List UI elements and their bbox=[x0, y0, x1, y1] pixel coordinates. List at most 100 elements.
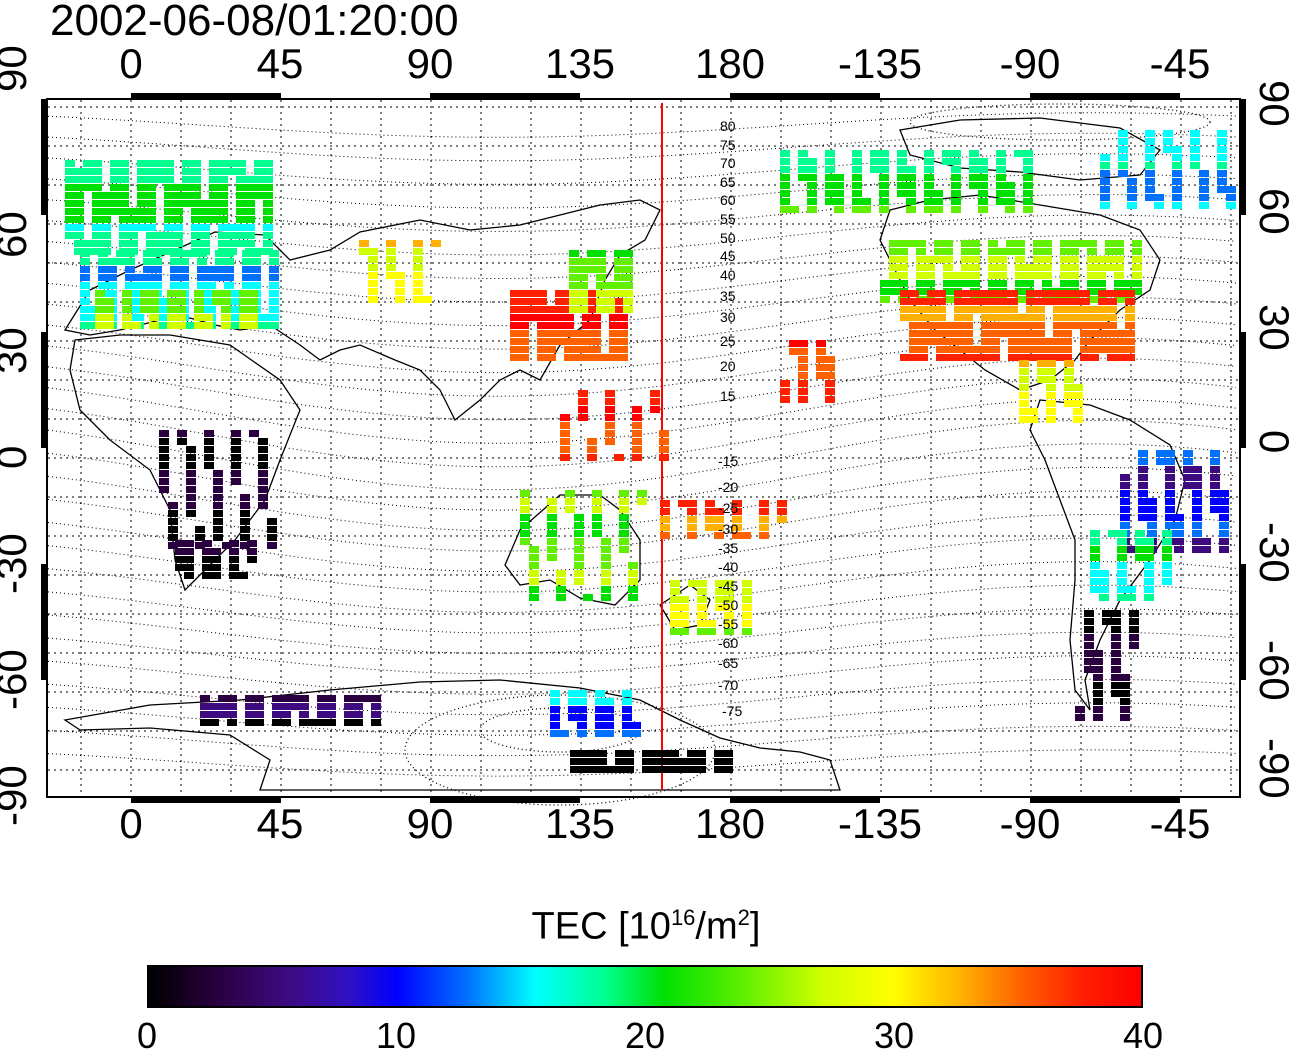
tec-cell bbox=[997, 280, 1007, 287]
tec-cell bbox=[1053, 338, 1063, 345]
tec-cell bbox=[218, 240, 228, 247]
colorbar-title: TEC [1016/m2] bbox=[0, 905, 1292, 949]
tec-cell bbox=[1147, 514, 1157, 521]
tec-cell bbox=[1138, 474, 1148, 481]
tec-cell bbox=[231, 470, 241, 477]
tec-cell bbox=[1192, 530, 1202, 537]
tec-cell bbox=[119, 192, 129, 199]
tec-cell bbox=[954, 298, 964, 305]
tec-cell bbox=[1117, 586, 1127, 593]
tec-cell bbox=[568, 690, 578, 697]
tec-cell bbox=[807, 198, 817, 205]
tec-cell bbox=[609, 330, 619, 337]
tec-cell bbox=[679, 612, 689, 619]
tec-cell bbox=[101, 192, 111, 199]
tec-cell bbox=[1117, 554, 1127, 561]
tec-cell bbox=[119, 240, 129, 247]
tec-cell bbox=[1026, 354, 1036, 361]
tec-cell bbox=[1089, 306, 1099, 313]
tec-cell bbox=[519, 306, 529, 313]
tec-cell bbox=[1183, 474, 1193, 481]
tec-cell bbox=[660, 508, 670, 515]
tec-cell bbox=[660, 750, 670, 757]
tec-cell bbox=[623, 298, 633, 305]
tec-cell bbox=[988, 280, 998, 287]
tec-cell bbox=[897, 174, 907, 181]
tec-cell bbox=[195, 526, 205, 533]
contour-line bbox=[47, 655, 1237, 695]
tec-cell bbox=[245, 224, 255, 231]
tec-cell bbox=[267, 518, 277, 525]
tec-cell bbox=[943, 296, 953, 303]
tec-cell bbox=[188, 322, 198, 329]
tec-cell bbox=[825, 198, 835, 205]
tec-cell bbox=[206, 282, 216, 289]
tec-cell bbox=[184, 556, 194, 563]
tec-cell bbox=[191, 208, 201, 215]
tec-cell bbox=[272, 719, 282, 726]
tec-cell bbox=[137, 168, 147, 175]
tec-cell bbox=[200, 703, 210, 710]
tec-cell bbox=[101, 208, 111, 215]
tec-cell bbox=[1062, 338, 1072, 345]
tec-cell bbox=[263, 200, 273, 207]
tec-cell bbox=[852, 198, 862, 205]
tec-cell bbox=[209, 711, 219, 718]
tec-cell bbox=[164, 232, 174, 239]
tec-cell bbox=[155, 176, 165, 183]
tec-cell bbox=[211, 572, 221, 579]
tec-cell bbox=[622, 730, 632, 737]
tec-cell bbox=[1116, 346, 1126, 353]
tec-cell bbox=[146, 224, 156, 231]
tec-cell bbox=[326, 695, 336, 702]
tec-cell bbox=[167, 322, 177, 329]
tec-cell bbox=[582, 322, 592, 329]
tec-cell bbox=[170, 266, 180, 273]
tec-cell bbox=[852, 158, 862, 165]
tec-cell bbox=[1165, 450, 1175, 457]
tec-cell bbox=[706, 628, 716, 635]
tec-cell bbox=[807, 190, 817, 197]
tec-cell bbox=[191, 192, 201, 199]
tec-cell bbox=[623, 274, 633, 281]
tec-cell bbox=[651, 758, 661, 765]
tec-cell bbox=[556, 570, 566, 577]
tec-cell bbox=[1217, 186, 1227, 193]
contour-ring bbox=[909, 103, 1211, 141]
tec-cell bbox=[221, 290, 231, 297]
tec-cell bbox=[1145, 170, 1155, 177]
tec-cell bbox=[65, 224, 75, 231]
tec-cell bbox=[1144, 594, 1154, 601]
tec-cell bbox=[65, 200, 75, 207]
tec-cell bbox=[1165, 498, 1175, 505]
tec-cell bbox=[209, 160, 219, 167]
tec-cell bbox=[1219, 506, 1229, 513]
tec-cell bbox=[547, 522, 557, 529]
tec-cell bbox=[101, 224, 111, 231]
tec-cell bbox=[128, 216, 138, 223]
tec-cell bbox=[927, 338, 937, 345]
tec-cell bbox=[724, 596, 734, 603]
tec-cell bbox=[209, 200, 219, 207]
tec-cell bbox=[110, 192, 120, 199]
tec-cell bbox=[870, 166, 880, 173]
tec-cell bbox=[520, 530, 530, 537]
tec-cell bbox=[996, 182, 1006, 189]
tec-cell bbox=[119, 160, 129, 167]
tec-cell bbox=[269, 258, 279, 265]
tec-cell bbox=[588, 766, 598, 773]
tec-cell bbox=[537, 338, 547, 345]
tec-cell bbox=[759, 500, 769, 507]
tec-cell bbox=[555, 306, 565, 313]
tec-cell bbox=[242, 258, 252, 265]
tec-cell bbox=[918, 306, 928, 313]
tec-cell bbox=[164, 216, 174, 223]
tec-cell bbox=[119, 208, 129, 215]
tec-cell bbox=[182, 176, 192, 183]
tec-cell bbox=[1064, 400, 1074, 407]
tec-cell bbox=[65, 184, 75, 191]
contour-label: -15 bbox=[718, 453, 738, 469]
tec-cell bbox=[200, 711, 210, 718]
tec-cell bbox=[1046, 368, 1056, 375]
tec-cell bbox=[564, 338, 574, 345]
